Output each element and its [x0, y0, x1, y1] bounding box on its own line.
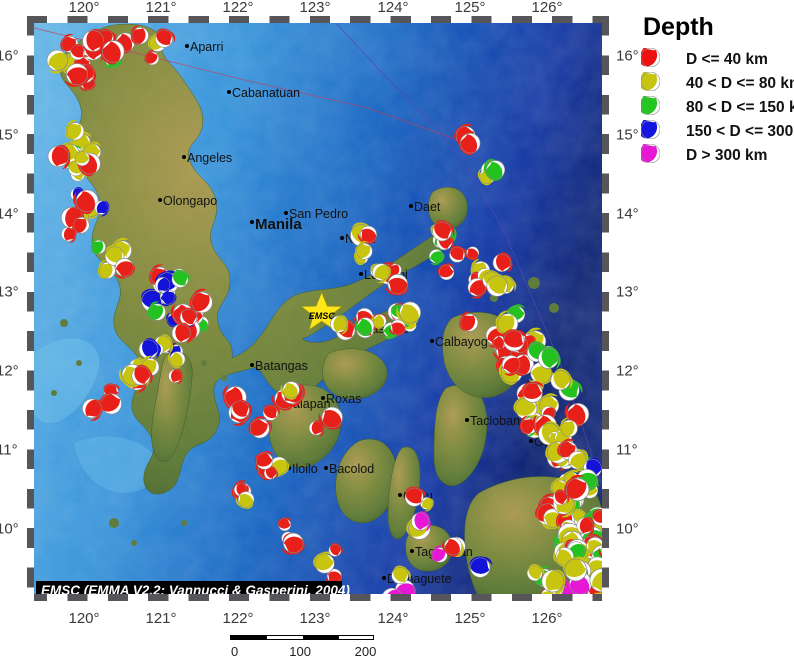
svg-text:EMSC: EMSC — [309, 311, 336, 321]
